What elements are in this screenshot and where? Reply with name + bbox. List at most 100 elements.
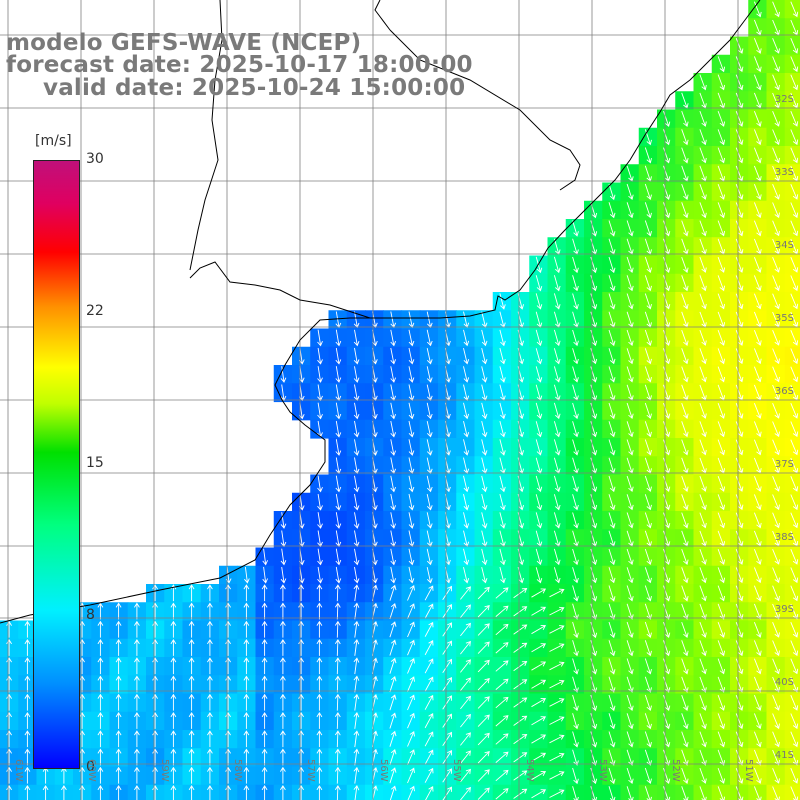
wind-arrow [298, 675, 304, 693]
wind-arrow [772, 56, 780, 73]
wind-arrow [134, 712, 140, 729]
wind-arrow [549, 661, 565, 671]
wind-arrow [608, 275, 616, 292]
wind-arrow [735, 38, 744, 54]
wind-arrow [572, 366, 579, 383]
wind-arrow [735, 202, 744, 219]
colorbar-unit: [m/s] [35, 133, 72, 149]
wind-arrow [424, 603, 434, 619]
wind-cell [784, 584, 800, 603]
wind-arrow [753, 403, 762, 419]
wind-arrow [115, 730, 122, 748]
wind-arrow [572, 494, 579, 511]
wind-arrow [590, 621, 598, 639]
wind-arrow [644, 220, 652, 237]
wind-arrow [663, 749, 671, 766]
wind-arrow [717, 293, 726, 310]
wind-arrow [663, 731, 671, 748]
wind-arrow [424, 694, 434, 710]
wind-arrow [735, 567, 744, 584]
wind-arrow [663, 366, 671, 383]
wind-arrow [772, 348, 780, 365]
wind-arrow [353, 766, 360, 784]
colorbar-tick-0: 0 [86, 759, 95, 775]
wind-arrow [644, 366, 652, 383]
wind-arrow [790, 184, 799, 200]
wind-arrow [626, 767, 634, 785]
wind-arrow [79, 785, 85, 800]
wind-arrow [717, 767, 726, 784]
valid-date: valid date: 2025-10-24 15:00:00 [43, 75, 466, 101]
wind-cell [492, 693, 512, 713]
wind-arrow [134, 730, 140, 748]
wind-arrow [699, 749, 707, 766]
wind-arrow [261, 748, 268, 766]
wind-cell [492, 766, 512, 786]
wind-arrow [513, 606, 528, 617]
wind-arrow [425, 786, 434, 800]
wind-arrow [188, 748, 195, 766]
wind-arrow [590, 640, 598, 657]
wind-arrow [735, 585, 744, 602]
wind-arrow [134, 657, 140, 675]
wind-arrow [426, 348, 433, 365]
wind-arrow [513, 697, 528, 708]
wind-arrow [407, 785, 415, 800]
wind-arrow [626, 585, 634, 602]
wind-arrow [626, 512, 634, 529]
wind-arrow [790, 1, 799, 18]
wind-arrow [735, 512, 744, 529]
wind-arrow [681, 220, 689, 237]
wind-arrow [97, 639, 104, 656]
wind-arrow [590, 256, 598, 274]
wind-arrow [681, 293, 689, 310]
wind-arrow [790, 640, 799, 657]
wind-arrow [243, 620, 250, 638]
wind-arrow [753, 202, 762, 219]
wind-arrow [335, 329, 342, 347]
wind-arrow [134, 766, 140, 784]
wind-arrow [735, 257, 744, 273]
wind-arrow [188, 785, 195, 800]
wind-arrow [572, 713, 579, 730]
wind-arrow [590, 676, 598, 693]
wind-arrow [753, 184, 762, 200]
wind-arrow [717, 402, 726, 419]
wind-arrow [608, 731, 616, 748]
wind-arrow [535, 366, 543, 383]
wind-arrow [590, 402, 598, 420]
wind-arrow [477, 623, 490, 636]
wind-arrow [353, 566, 360, 584]
wind-cell [784, 36, 800, 56]
wind-arrow [353, 584, 360, 602]
wind-arrow [531, 734, 547, 744]
wind-cell [748, 784, 768, 800]
wind-arrow [772, 202, 780, 219]
wind-arrow [590, 713, 598, 730]
wind-arrow [790, 603, 799, 620]
wind-arrow [681, 275, 689, 292]
wind-arrow [353, 712, 360, 729]
wind-arrow [699, 147, 707, 164]
wind-arrow [495, 788, 509, 800]
wind-arrow [772, 640, 780, 657]
wind-cell [602, 784, 622, 800]
wind-arrow [261, 657, 268, 675]
wind-arrow [6, 675, 12, 693]
wind-arrow [626, 421, 634, 438]
wind-arrow [717, 56, 726, 73]
wind-arrow [463, 420, 470, 438]
wind-arrow [531, 770, 547, 781]
wind-arrow [681, 129, 689, 146]
wind-arrow [626, 439, 634, 456]
wind-arrow [663, 585, 671, 602]
wind-arrow [280, 748, 286, 766]
wind-arrow [243, 584, 250, 602]
wind-arrow [280, 366, 287, 383]
wind-arrow [481, 402, 488, 420]
wind-arrow [188, 584, 195, 602]
wind-arrow [572, 621, 579, 639]
wind-arrow [608, 293, 616, 310]
wind-arrow [663, 603, 671, 620]
